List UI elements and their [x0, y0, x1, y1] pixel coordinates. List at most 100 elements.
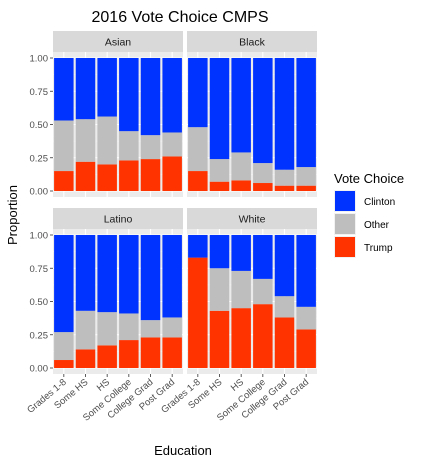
bar-segment-other: [274, 296, 295, 318]
bar-segment-other: [209, 159, 230, 182]
bar-segment-clinton: [296, 58, 316, 168]
y-tick-label: 1.00: [30, 54, 49, 65]
bar-segment-other: [231, 152, 251, 181]
y-axis-title: Proportion: [5, 185, 20, 245]
bar-segment-clinton: [140, 58, 161, 136]
bar-segment-clinton: [209, 58, 230, 160]
bar-segment-trump: [231, 308, 251, 368]
bar-segment-trump: [209, 181, 230, 191]
bar-segment-trump: [209, 310, 230, 368]
bar-segment-clinton: [97, 235, 117, 313]
bar-segment-trump: [119, 340, 139, 368]
facet-panel-white: White: [187, 208, 317, 374]
bar-segment-other: [162, 317, 182, 338]
bar-segment-trump: [296, 185, 316, 191]
bar-segment-other: [296, 167, 316, 186]
legend-key-other: [335, 214, 355, 234]
bar-segment-clinton: [54, 235, 74, 333]
bar-segment-trump: [140, 159, 161, 191]
bar-segment-trump: [188, 171, 208, 191]
bar-segment-other: [231, 270, 251, 309]
bar-segment-clinton: [188, 235, 208, 258]
bar-segment-other: [162, 132, 182, 157]
y-tick-label: 1.00: [30, 231, 49, 242]
chart-title: 2016 Vote Choice CMPS: [92, 9, 269, 26]
bar-segment-clinton: [253, 235, 273, 279]
bar-segment-clinton: [119, 235, 139, 314]
bar-segment-trump: [274, 185, 295, 191]
bar-segment-clinton: [253, 58, 273, 164]
legend-label-clinton: Clinton: [364, 197, 395, 208]
y-tick-label: 0.50: [30, 120, 49, 131]
facet-panel-black: Black: [187, 31, 317, 197]
bar-segment-other: [54, 332, 74, 361]
y-tick-label: 0.25: [30, 330, 49, 341]
facet-strip-label: White: [239, 214, 266, 226]
y-tick-label: 0.50: [30, 297, 49, 308]
facet-panel-asian: Asian 0.00 0.25 0.50 0.75 1.00: [30, 31, 183, 198]
y-tick-label: 0.00: [30, 364, 49, 375]
bar-segment-clinton: [231, 235, 251, 271]
bar-segment-other: [75, 310, 96, 350]
y-tick-label: 0.25: [30, 153, 49, 164]
facet-strip-label: Asian: [105, 37, 131, 49]
bar-segment-trump: [54, 360, 74, 368]
bar-segment-trump: [140, 337, 161, 368]
bar-segment-other: [274, 169, 295, 186]
bar-segment-trump: [274, 317, 295, 368]
bar-segment-trump: [162, 337, 182, 368]
bar-segment-clinton: [75, 235, 96, 311]
bar-segment-other: [119, 131, 139, 161]
bar-segment-clinton: [188, 58, 208, 128]
bar-segment-clinton: [274, 58, 295, 170]
facet-panels: Asian 0.00 0.25 0.50 0.75 1.00 Black Latino 0.00…: [30, 31, 317, 375]
bar-segment-other: [97, 312, 117, 346]
bar-segment-clinton: [274, 235, 295, 297]
bar-segment-other: [140, 135, 161, 160]
legend-title: Vote Choice: [334, 171, 404, 186]
facet-strip: [187, 208, 317, 229]
bar-segment-other: [296, 306, 316, 330]
legend-key-trump: [335, 237, 355, 257]
legend: Vote Choice Clinton Other Trump: [334, 171, 404, 258]
bar-segment-other: [97, 116, 117, 165]
x-axis-title: Education: [154, 443, 212, 458]
bar-segment-trump: [97, 164, 117, 191]
facet-strip-label: Black: [239, 37, 265, 49]
facet-strip: [53, 31, 183, 52]
bar-segment-clinton: [119, 58, 139, 132]
bar-segment-trump: [253, 304, 273, 368]
facet-strip-label: Latino: [104, 214, 133, 226]
legend-label-other: Other: [364, 220, 390, 231]
bar-segment-clinton: [231, 58, 251, 153]
bar-segment-clinton: [97, 58, 117, 117]
bar-segment-clinton: [140, 235, 161, 321]
bar-segment-trump: [162, 156, 182, 191]
bar-segment-clinton: [296, 235, 316, 307]
bar-segment-clinton: [162, 235, 182, 318]
bar-segment-trump: [253, 183, 273, 191]
y-tick-label: 0.75: [30, 87, 49, 98]
bar-segment-clinton: [54, 58, 74, 121]
bar-segment-trump: [54, 171, 74, 191]
bar-segment-trump: [188, 257, 208, 368]
bar-segment-clinton: [162, 58, 182, 133]
y-tick-label: 0.00: [30, 187, 49, 198]
facet-panel-latino: Latino 0.00 0.25 0.50 0.75 1.00: [30, 208, 183, 375]
bar-segment-other: [54, 120, 74, 172]
facet-strip: [53, 208, 183, 229]
bar-segment-other: [140, 320, 161, 338]
bar-segment-trump: [119, 160, 139, 191]
legend-label-trump: Trump: [364, 243, 393, 254]
bar-segment-clinton: [209, 235, 230, 269]
bar-segment-other: [209, 268, 230, 311]
bar-segment-trump: [296, 329, 316, 368]
bar-segment-other: [119, 313, 139, 341]
bar-segment-other: [253, 278, 273, 305]
bar-segment-other: [253, 163, 273, 184]
bar-segment-trump: [75, 349, 96, 368]
bar-segment-trump: [75, 161, 96, 191]
bar-segment-other: [188, 127, 208, 172]
